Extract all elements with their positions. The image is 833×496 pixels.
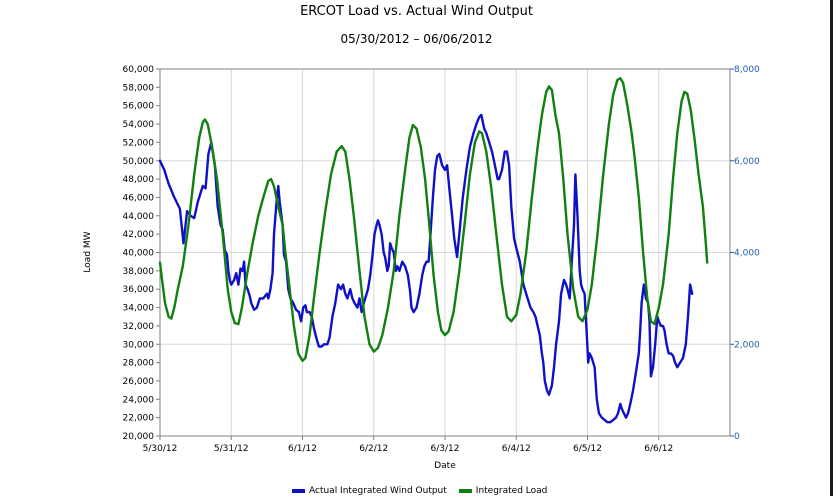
x-axis-ticks: 5/30/12 5/31/12 6/1/12 6/2/12 6/3/12 6/4/12 6/… — [143, 436, 674, 454]
legend-label-wind: Actual Integrated Wind Output — [309, 486, 447, 496]
left-tick-label: 20,000 — [123, 432, 155, 442]
x-axis-label: Date — [434, 461, 456, 471]
left-tick-label: 28,000 — [123, 359, 155, 369]
gridlines — [160, 69, 730, 436]
x-tick-label: 5/31/12 — [214, 444, 249, 454]
x-tick-label: 6/2/12 — [359, 444, 388, 454]
legend-item-load: Integrated Load — [459, 486, 548, 496]
chart-area: 20,000 22,000 24,000 26,000 28,000 30,000 32,0… — [0, 0, 833, 496]
left-tick-label: 60,000 — [123, 65, 155, 75]
left-tick-label: 36,000 — [123, 285, 155, 295]
right-tick-label: 8,000 — [734, 65, 760, 75]
left-tick-label: 56,000 — [123, 102, 155, 112]
left-tick-label: 30,000 — [123, 340, 155, 350]
left-tick-label: 42,000 — [123, 230, 155, 240]
right-tick-label: 2,000 — [734, 340, 760, 350]
legend-item-wind: Actual Integrated Wind Output — [292, 486, 447, 496]
left-tick-label: 46,000 — [123, 193, 155, 203]
series-line-integrated-load — [160, 78, 707, 361]
series-layer — [160, 78, 707, 422]
left-tick-label: 48,000 — [123, 175, 155, 185]
legend-swatch-wind — [292, 489, 305, 493]
legend: Actual Integrated Wind Output Integrated… — [292, 486, 547, 496]
left-tick-label: 38,000 — [123, 267, 155, 277]
right-tick-label: 4,000 — [734, 249, 760, 259]
x-tick-label: 6/4/12 — [502, 444, 531, 454]
x-tick-label: 6/3/12 — [431, 444, 460, 454]
left-tick-label: 54,000 — [123, 120, 155, 130]
right-tick-label: 6,000 — [734, 157, 760, 167]
y-axis-label: Load MW — [83, 231, 93, 272]
legend-label-load: Integrated Load — [476, 486, 548, 496]
left-tick-label: 32,000 — [123, 322, 155, 332]
left-tick-label: 52,000 — [123, 138, 155, 148]
left-tick-label: 26,000 — [123, 377, 155, 387]
x-tick-label: 5/30/12 — [143, 444, 178, 454]
x-tick-label: 6/6/12 — [644, 444, 673, 454]
left-tick-label: 40,000 — [123, 249, 155, 259]
legend-swatch-load — [459, 489, 472, 493]
left-tick-label: 44,000 — [123, 212, 155, 222]
left-tick-label: 34,000 — [123, 304, 155, 314]
right-tick-label: 0 — [734, 432, 740, 442]
left-axis-ticks: 20,000 22,000 24,000 26,000 28,000 30,000 32,0… — [123, 65, 161, 442]
left-tick-label: 58,000 — [123, 83, 155, 93]
right-axis-ticks: 0 2,000 4,000 6,000 8,000 — [730, 65, 760, 442]
x-tick-label: 6/1/12 — [288, 444, 317, 454]
left-tick-label: 24,000 — [123, 395, 155, 405]
left-tick-label: 22,000 — [123, 414, 155, 424]
left-tick-label: 50,000 — [123, 157, 155, 167]
x-tick-label: 6/5/12 — [573, 444, 602, 454]
